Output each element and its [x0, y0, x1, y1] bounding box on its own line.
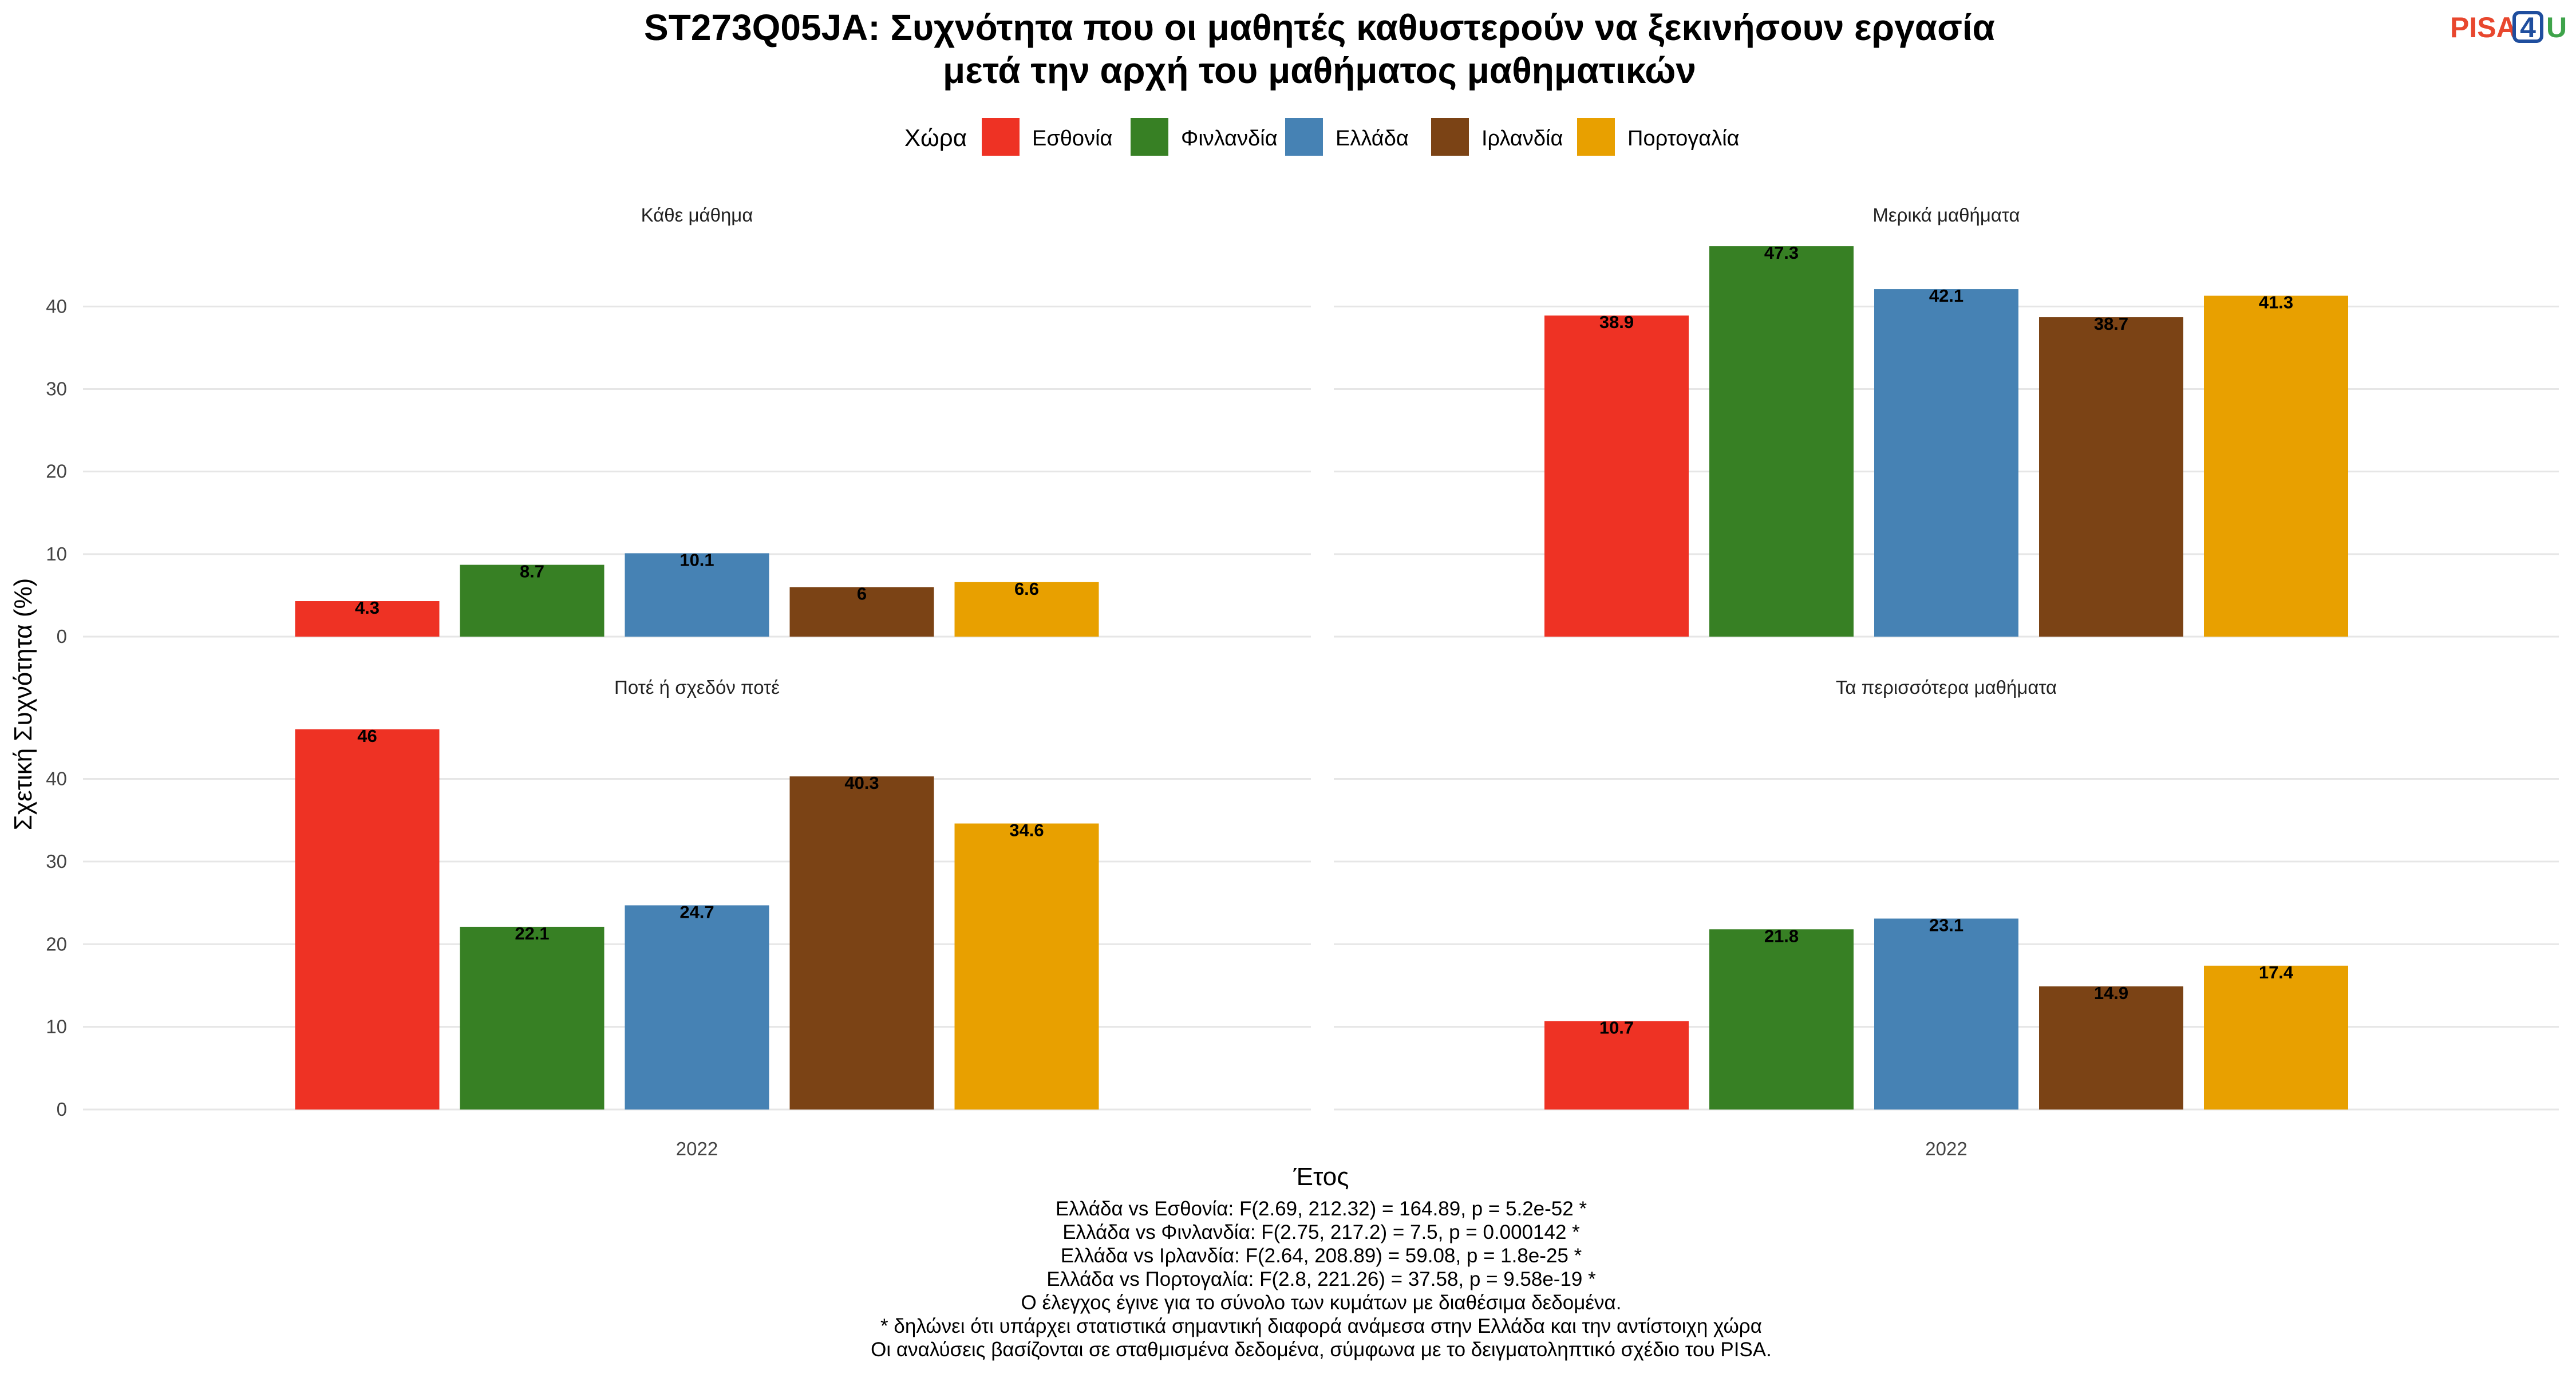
- bar-data-label: 22.1: [515, 923, 549, 943]
- x-tick-label: 2022: [676, 1138, 718, 1159]
- bar: [625, 905, 769, 1110]
- svg-text:PISA: PISA: [2450, 11, 2517, 44]
- y-tick-label: 10: [46, 543, 67, 564]
- chart-title-line-1: ST273Q05JA: Συχνότητα που οι μαθητές καθ…: [644, 7, 1995, 48]
- chart-title-line-2: μετά την αρχή του μαθήματος μαθηματικών: [943, 50, 1696, 91]
- legend-swatch: [1285, 118, 1323, 156]
- footnote-line: Ελλάδα vs Ιρλανδία: F(2.64, 208.89) = 59…: [1061, 1245, 1582, 1267]
- bar: [295, 729, 440, 1110]
- bar-data-label: 46: [357, 726, 377, 746]
- legend: Χώρα Εσθονία Φινλανδία Ελλάδα Ιρλανδία Πορτογ…: [904, 118, 1740, 156]
- legend-label: Ελλάδα: [1336, 127, 1409, 151]
- bar-data-label: 4.3: [355, 598, 380, 618]
- facet-label: Τα περισσότερα μαθήματα: [1836, 677, 2057, 698]
- bar-data-label: 42.1: [1929, 286, 1963, 306]
- facets: 0 10 20 30 40 Κάθε μάθημα 4.3 8.7 10.1 6 6.6 Μερικά…: [46, 204, 2559, 1159]
- logo-box: [2512, 11, 2543, 43]
- bar-data-label: 34.6: [1009, 820, 1044, 840]
- bar: [954, 582, 1099, 637]
- bar-data-label: 23.1: [1929, 915, 1963, 935]
- bar-data-label: 10.7: [1599, 1018, 1634, 1038]
- pisa4u-logo: PISA 4 U: [2450, 11, 2567, 44]
- legend-label: Εσθονία: [1032, 127, 1112, 151]
- bar-data-label: 6: [857, 584, 867, 604]
- y-tick-label: 0: [57, 626, 67, 647]
- bar-data-label: 10.1: [679, 550, 714, 570]
- bar: [1709, 929, 1854, 1110]
- legend-label: Πορτογαλία: [1627, 127, 1740, 151]
- bar-data-label: 21.8: [1764, 926, 1799, 946]
- footnote-line: Ελλάδα vs Εσθονία: F(2.69, 212.32) = 164…: [1056, 1198, 1587, 1220]
- bar: [1544, 315, 1689, 637]
- bar-data-label: 17.4: [2259, 962, 2294, 982]
- bar: [2204, 965, 2348, 1110]
- bar: [789, 776, 934, 1110]
- bar: [2039, 986, 2183, 1110]
- logo-text-u: U: [2546, 11, 2567, 44]
- footnote-line: Ελλάδα vs Πορτογαλία: F(2.8, 221.26) = 3…: [1046, 1268, 1596, 1290]
- facet-label: Κάθε μάθημα: [641, 204, 753, 226]
- footnotes: Ελλάδα vs Εσθονία: F(2.69, 212.32) = 164…: [871, 1198, 1772, 1361]
- y-tick-label: 10: [46, 1016, 67, 1037]
- footnote-line: Ελλάδα vs Φινλανδία: F(2.75, 217.2) = 7.…: [1062, 1221, 1580, 1243]
- legend-label: Φινλανδία: [1181, 127, 1278, 151]
- legend-swatch: [1577, 118, 1615, 156]
- facet-panel: Τα περισσότερα μαθήματα 10.7 21.8 23.1 14.9 1…: [1334, 677, 2559, 1159]
- y-tick-label: 40: [46, 295, 67, 317]
- bar-data-label: 41.3: [2259, 293, 2293, 313]
- x-tick-label: 2022: [1925, 1138, 1967, 1159]
- bar: [295, 601, 440, 637]
- bar: [625, 553, 769, 637]
- y-tick-label: 40: [46, 768, 67, 789]
- bar-data-label: 14.9: [2094, 983, 2128, 1003]
- facet-panel: 0 10 20 30 40 Κάθε μάθημα 4.3 8.7 10.1 6 6.6: [46, 204, 1311, 647]
- bar-data-label: 40.3: [844, 773, 879, 793]
- y-tick-label: 0: [57, 1099, 67, 1120]
- facet-panel: Μερικά μαθήματα 38.9 47.3 42.1 38.7 41.3: [1334, 204, 2559, 638]
- bar-data-label: 24.7: [679, 902, 714, 922]
- footnote-line: Ο έλεγχος έγινε για το σύνολο των κυμάτω…: [1021, 1292, 1622, 1314]
- bar-data-label: 47.3: [1764, 243, 1799, 263]
- y-tick-label: 20: [46, 933, 67, 954]
- bar: [2204, 295, 2348, 637]
- bar-data-label: 8.7: [520, 562, 544, 582]
- bar-data-label: 38.9: [1599, 312, 1634, 332]
- bar: [1544, 1021, 1689, 1110]
- logo-text-pisa: PISA: [2450, 11, 2517, 44]
- bar: [789, 587, 934, 637]
- bar-data-label: 38.7: [2094, 314, 2128, 334]
- logo-text-4: 4: [2520, 11, 2536, 44]
- y-tick-label: 30: [46, 851, 67, 872]
- bar: [460, 564, 605, 637]
- legend-swatch: [1131, 118, 1168, 156]
- bar: [1709, 246, 1854, 637]
- legend-swatch: [982, 118, 1020, 156]
- bar: [460, 926, 605, 1110]
- bar: [954, 823, 1099, 1110]
- footnote-line: Οι αναλύσεις βασίζονται σε σταθμισμένα δ…: [871, 1339, 1772, 1361]
- bar: [2039, 317, 2183, 637]
- x-axis-title: Έτος: [1293, 1163, 1349, 1191]
- facet-panel: 0 10 20 30 40 Ποτέ ή σχεδόν ποτέ 46 22.1 24.7 40.…: [46, 677, 1311, 1159]
- bar-data-label: 6.6: [1014, 579, 1039, 599]
- footnote-line: * δηλώνει ότι υπάρχει στατιστικά σημαντι…: [880, 1315, 1762, 1337]
- y-tick-label: 30: [46, 378, 67, 400]
- y-tick-label: 20: [46, 461, 67, 482]
- legend-swatch: [1431, 118, 1469, 156]
- legend-label: Ιρλανδία: [1481, 127, 1563, 151]
- bar: [1874, 918, 2018, 1110]
- legend-title: Χώρα: [904, 124, 967, 151]
- bar: [1874, 289, 2018, 637]
- facet-label: Ποτέ ή σχεδόν ποτέ: [614, 677, 780, 698]
- y-axis-title: Σχετική Συχνότητα (%): [9, 578, 37, 831]
- facet-label: Μερικά μαθήματα: [1872, 204, 2020, 226]
